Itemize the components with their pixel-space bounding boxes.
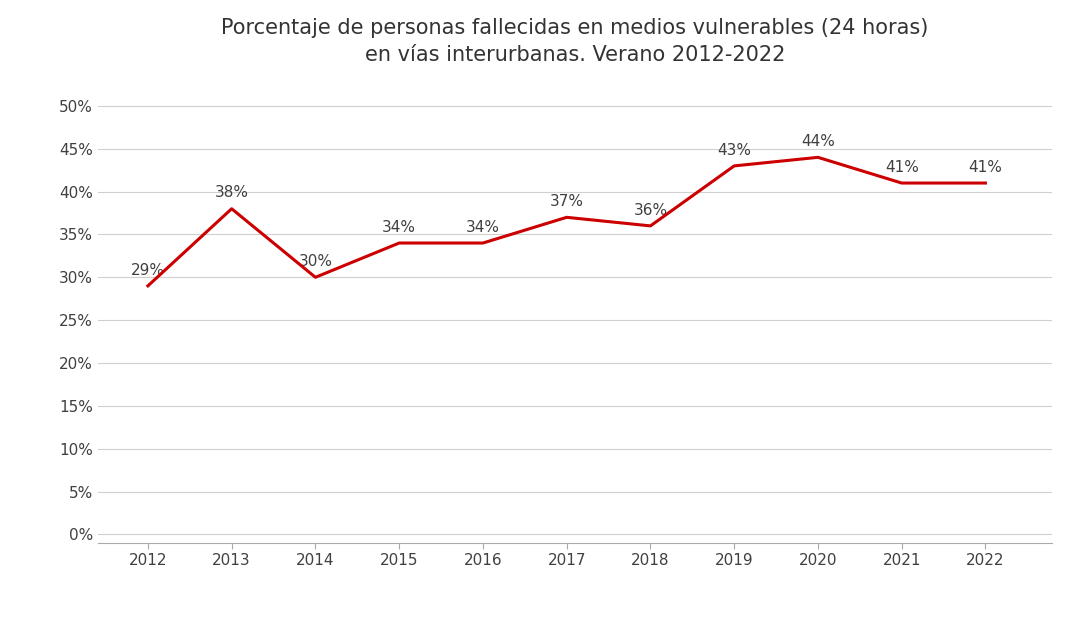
Text: 41%: 41% <box>969 160 1003 175</box>
Text: 44%: 44% <box>801 134 834 149</box>
Text: 30%: 30% <box>298 254 332 269</box>
Text: 37%: 37% <box>550 194 584 209</box>
Text: 38%: 38% <box>215 186 248 201</box>
Text: 34%: 34% <box>465 220 500 234</box>
Text: 34%: 34% <box>382 220 417 234</box>
Text: 43%: 43% <box>717 143 751 157</box>
Text: 29%: 29% <box>131 263 165 278</box>
Text: 36%: 36% <box>634 202 667 218</box>
Text: 41%: 41% <box>884 160 919 175</box>
Title: Porcentaje de personas fallecidas en medios vulnerables (24 horas)
en vías inter: Porcentaje de personas fallecidas en med… <box>221 19 929 65</box>
